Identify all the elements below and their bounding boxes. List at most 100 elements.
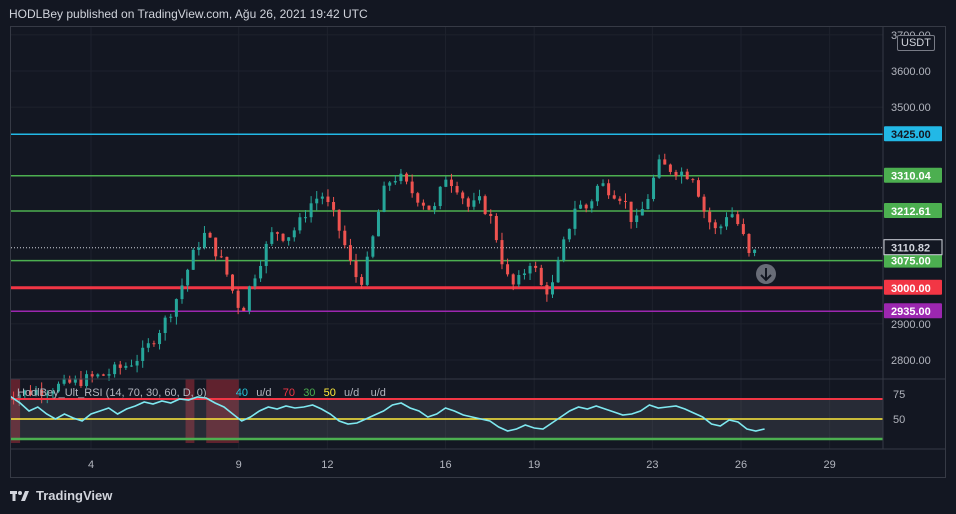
time-tick-label: 4 xyxy=(88,459,94,471)
rsi-legend-value: 70 xyxy=(283,387,295,399)
candle-body xyxy=(287,237,291,241)
scroll-to-realtime-arrow xyxy=(760,268,772,282)
candle-body xyxy=(169,316,173,318)
rsi-axis-tick: 75 xyxy=(893,389,905,401)
last-price-label: 3110.82 xyxy=(891,243,930,255)
candle-body xyxy=(719,226,723,229)
time-tick-label: 29 xyxy=(824,459,836,471)
candle-body xyxy=(584,204,588,209)
candle-body xyxy=(489,214,493,217)
candle-body xyxy=(511,274,515,285)
candle-body xyxy=(253,278,257,287)
candle-body xyxy=(309,203,313,218)
candle-body xyxy=(618,198,622,201)
candle-body xyxy=(573,208,577,229)
candle-body xyxy=(23,390,27,395)
candle-body xyxy=(635,215,639,222)
candle-body xyxy=(438,186,442,207)
rsi-red-zone xyxy=(11,379,21,443)
chart-frame[interactable]: 3425.00 3310.04 3212.61 3075.00 3000.00 2935.… xyxy=(10,26,946,478)
candle-body xyxy=(113,364,117,375)
candle-body xyxy=(101,374,105,376)
candle-body xyxy=(674,171,678,177)
price-tick-label: 3600.00 xyxy=(891,66,931,78)
horizontal-levels: 3425.00 3310.04 3212.61 3075.00 3000.00 2935.… xyxy=(11,126,943,319)
candle-body xyxy=(685,171,689,180)
candle-body xyxy=(556,260,560,283)
candle-body xyxy=(680,171,684,177)
candle-body xyxy=(51,391,55,394)
candle-body xyxy=(298,217,302,231)
candle-body xyxy=(545,285,549,295)
candle-body xyxy=(567,228,571,240)
last-price-tag xyxy=(883,239,943,256)
rsi-legend-value: 50 xyxy=(324,387,336,399)
candle-body xyxy=(376,211,380,237)
candle-body xyxy=(107,374,111,376)
candle-body xyxy=(28,390,32,395)
level-tag xyxy=(884,167,942,183)
candle-body xyxy=(623,200,627,202)
candle-body xyxy=(68,378,72,383)
candle-body xyxy=(534,265,538,268)
candle-body xyxy=(247,286,251,312)
candle-body xyxy=(405,173,409,182)
candle-body xyxy=(225,256,229,275)
candle-body xyxy=(528,265,532,274)
candle-body xyxy=(421,202,425,206)
candle-body xyxy=(399,173,403,182)
candle-body xyxy=(590,201,594,209)
candle-body xyxy=(191,249,195,270)
candle-body xyxy=(579,204,583,209)
candle-body xyxy=(668,164,672,172)
candle-body xyxy=(57,383,60,392)
level-tag-label: 3425.00 xyxy=(891,129,931,141)
price-tick-label: 2900.00 xyxy=(891,319,931,331)
candle-body xyxy=(736,214,740,225)
candle-body xyxy=(500,240,504,265)
currency-badge[interactable]: USDT xyxy=(897,35,935,51)
rsi-legend-value: u/d xyxy=(256,387,271,399)
candle-body xyxy=(427,205,431,210)
tradingview-logo[interactable]: TradingView xyxy=(10,488,112,503)
candle-body xyxy=(96,374,100,377)
candle-body xyxy=(753,249,757,253)
candle-body xyxy=(449,179,453,187)
candle-body xyxy=(186,269,190,286)
candle-body xyxy=(17,394,21,400)
candle-body xyxy=(444,179,448,187)
candle-body xyxy=(601,183,605,186)
candle-body xyxy=(270,232,274,244)
rsi-legend-value: 30 xyxy=(303,387,315,399)
candle-body xyxy=(231,274,235,291)
level-tag xyxy=(884,279,942,295)
candle-body xyxy=(85,374,89,386)
rsi-axis-tick: 50 xyxy=(893,414,905,426)
time-tick-label: 23 xyxy=(646,459,658,471)
candle-body xyxy=(713,222,717,229)
tradingview-logo-icon xyxy=(10,490,29,501)
candle-body xyxy=(663,159,667,165)
grid xyxy=(11,27,883,449)
rsi-legend-value: u/d xyxy=(371,387,386,399)
candle-body xyxy=(455,186,459,193)
time-tick-label: 19 xyxy=(528,459,540,471)
time-tick-label: 26 xyxy=(735,459,747,471)
candle-body xyxy=(388,182,392,186)
candle-body xyxy=(141,347,145,361)
scroll-to-realtime-icon[interactable] xyxy=(756,264,776,284)
candle-body xyxy=(275,232,279,234)
time-tick-label: 12 xyxy=(321,459,333,471)
candle-body xyxy=(466,198,470,207)
candle-body xyxy=(562,239,566,261)
candle-body xyxy=(214,237,218,257)
candle-body xyxy=(629,201,633,222)
rsi-indicator-label: HodlBey_Ult_RSI (14, 70, 30, 60, D, 0) xyxy=(17,387,207,399)
candle-body xyxy=(332,202,336,210)
price-chart[interactable]: 3425.00 3310.04 3212.61 3075.00 3000.00 2935.… xyxy=(11,27,945,477)
candle-body xyxy=(348,245,352,261)
candle-body xyxy=(365,256,369,285)
candle-body xyxy=(360,277,364,285)
candle-body xyxy=(494,216,498,241)
candle-body xyxy=(725,217,729,227)
